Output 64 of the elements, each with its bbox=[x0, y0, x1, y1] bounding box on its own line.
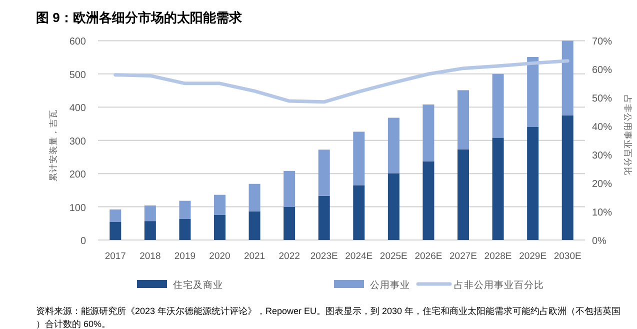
y-tick-label: 0 bbox=[80, 236, 86, 247]
y2-tick-label: 0% bbox=[592, 236, 607, 247]
bar bbox=[422, 104, 434, 162]
x-tick-label: 2026E bbox=[414, 251, 442, 262]
x-tick-label: 2019 bbox=[174, 251, 196, 262]
y-tick-label: 500 bbox=[69, 70, 86, 81]
x-tick-label: 2028E bbox=[484, 251, 512, 262]
x-tick-label: 2030E bbox=[554, 251, 582, 262]
ylabel: 累计安装量，吉瓦 bbox=[48, 109, 58, 182]
bar bbox=[388, 118, 400, 174]
x-tick-label: 2017 bbox=[104, 251, 126, 262]
y2-tick-label: 50% bbox=[592, 94, 612, 105]
x-tick-label: 2027E bbox=[450, 251, 477, 262]
y-tick-label: 300 bbox=[69, 136, 86, 148]
y2-tick-label: 70% bbox=[592, 36, 612, 48]
y-tick-label: 200 bbox=[69, 170, 86, 181]
bar bbox=[353, 185, 365, 240]
y-tick-label: 100 bbox=[69, 202, 86, 214]
x-tick-label: 2021 bbox=[244, 251, 266, 262]
x-tick-label: 2025E bbox=[380, 251, 408, 262]
bar bbox=[318, 150, 330, 196]
x-tick-label: 2024E bbox=[345, 251, 373, 262]
y2-tick-label: 40% bbox=[592, 122, 612, 134]
bar bbox=[492, 138, 504, 240]
title: 图 9：欧洲各细分市场的太阳能需求 bbox=[36, 10, 242, 25]
x-tick-label: 2020 bbox=[209, 251, 230, 262]
bar bbox=[562, 115, 574, 240]
x-tick-label: 2023E bbox=[310, 251, 338, 262]
legend-label: 占非公用事业百分比 bbox=[454, 279, 544, 291]
bar bbox=[458, 149, 469, 240]
bar bbox=[388, 173, 400, 240]
bar bbox=[458, 90, 469, 150]
bar bbox=[422, 161, 434, 240]
y2-tick-label: 10% bbox=[592, 208, 612, 219]
bar bbox=[284, 206, 296, 240]
y2label: 占非公用事业百分比 bbox=[623, 94, 633, 176]
y2-tick-label: 20% bbox=[592, 179, 612, 190]
bar bbox=[179, 200, 191, 219]
text: 资料来源：能源研究所《2023 年沃尔德能源统计评论》，Repower EU。图表显示，到 2030 年，住宅和商业太阳能需求可能约占欧洲（不包括英国）合计数的 60%。 bbox=[36, 306, 621, 329]
y2-tick-label: 30% bbox=[592, 150, 612, 162]
x-tick-label: 2029E bbox=[519, 251, 547, 262]
y2-tick-label: 60% bbox=[592, 65, 612, 76]
bar bbox=[527, 56, 539, 127]
bar bbox=[214, 194, 226, 215]
bar bbox=[110, 209, 122, 222]
y-tick-label: 600 bbox=[69, 36, 86, 48]
legend-label: 住宅及商业 bbox=[173, 279, 223, 291]
bar bbox=[318, 196, 330, 240]
x-tick-label: 2022 bbox=[278, 251, 300, 262]
bar bbox=[144, 205, 156, 222]
bar bbox=[284, 170, 296, 207]
bar bbox=[248, 211, 260, 240]
legend-label: 公用事业 bbox=[370, 279, 410, 291]
bar bbox=[144, 221, 156, 240]
y-tick-label: 400 bbox=[69, 103, 86, 114]
x-tick-label: 2018 bbox=[140, 251, 161, 262]
bar bbox=[214, 214, 226, 240]
bar bbox=[248, 184, 260, 212]
bar bbox=[562, 40, 574, 116]
bar bbox=[110, 222, 122, 240]
bar bbox=[527, 126, 539, 240]
bar bbox=[179, 218, 191, 240]
bar bbox=[353, 132, 365, 186]
bar bbox=[492, 74, 504, 138]
